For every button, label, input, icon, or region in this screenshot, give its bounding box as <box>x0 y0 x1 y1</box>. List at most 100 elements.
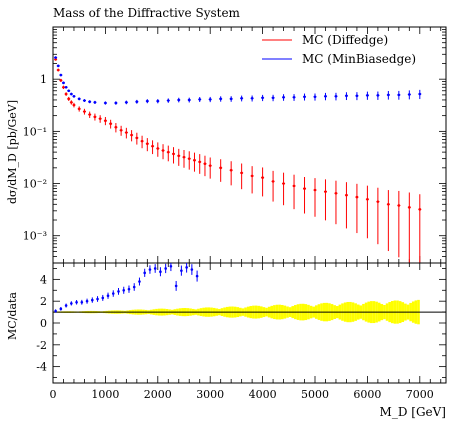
point <box>240 171 243 175</box>
point <box>83 110 86 113</box>
point <box>70 92 73 96</box>
point <box>408 206 411 209</box>
y-tick-label-main: 10⁻² <box>23 178 47 191</box>
series-diffedge <box>54 58 422 263</box>
ratio-plot-frame <box>52 262 447 384</box>
point <box>77 107 81 111</box>
point <box>366 94 369 97</box>
y-tick-label-ratio: 0 <box>40 317 47 330</box>
point <box>109 122 112 126</box>
point <box>208 98 212 101</box>
point <box>70 101 73 104</box>
point <box>166 99 170 102</box>
ratio-point <box>138 280 141 283</box>
point <box>130 133 133 137</box>
ratio-point <box>101 296 105 300</box>
ratio-point <box>148 268 152 271</box>
ratio-plot-area: 0 1000 2000 3000 4000 5000 6000 7000 -4 -2 0 2 4 <box>36 262 447 401</box>
point <box>387 93 390 97</box>
point <box>408 93 411 96</box>
ratio-point <box>70 302 73 305</box>
point <box>418 92 422 96</box>
point <box>62 81 65 85</box>
point <box>271 180 275 183</box>
point <box>54 58 57 61</box>
ratio-point <box>117 290 120 293</box>
point <box>59 73 63 77</box>
y-tick-label-main: 10⁻¹ <box>23 125 47 138</box>
point <box>161 149 165 152</box>
ratio-point <box>185 266 188 269</box>
point <box>282 95 285 99</box>
y-axis-label-main: dσ/dM_D [pb/GeV] <box>6 100 19 204</box>
x-tick-label: 5000 <box>301 388 329 401</box>
point <box>261 96 264 100</box>
y-tick-label-main: 10⁻³ <box>23 230 47 243</box>
point <box>376 94 380 97</box>
ratio-point <box>54 309 57 313</box>
point <box>135 100 139 104</box>
x-tick-label: 3000 <box>196 388 224 401</box>
point <box>182 155 186 159</box>
point <box>56 68 60 72</box>
point <box>198 98 202 101</box>
legend-minbiasedge-label: MC (MinBiasedge) <box>302 52 416 66</box>
point <box>135 136 139 140</box>
point <box>324 190 327 193</box>
point <box>72 103 76 107</box>
ratio-point <box>80 300 84 304</box>
point <box>334 94 338 98</box>
point <box>67 97 71 101</box>
legend-diffedge-label: MC (Diffedge) <box>302 33 388 47</box>
ratio-point <box>127 287 131 291</box>
x-tick-label: 4000 <box>249 388 277 401</box>
point <box>119 128 123 132</box>
point <box>313 95 317 99</box>
ratio-point <box>153 267 157 270</box>
point <box>125 131 128 134</box>
x-tick-label: 0 <box>50 388 57 401</box>
point <box>59 79 63 82</box>
point <box>229 97 233 101</box>
ratio-point <box>180 269 183 272</box>
point <box>77 97 81 101</box>
y-tick-label-ratio: 2 <box>40 295 47 308</box>
point <box>397 204 401 207</box>
point <box>303 95 306 99</box>
point <box>177 154 181 158</box>
point <box>345 193 348 197</box>
ratio-point <box>190 268 194 271</box>
point <box>282 182 285 185</box>
ratio-point <box>96 297 99 301</box>
y-axis-label-ratio: MC/data <box>6 292 19 340</box>
point <box>146 142 149 146</box>
point <box>98 117 102 120</box>
point <box>64 92 68 96</box>
point <box>64 85 68 89</box>
point <box>156 147 160 150</box>
point <box>166 150 170 154</box>
point <box>172 152 175 156</box>
point <box>88 100 91 104</box>
ratio-point <box>174 284 178 288</box>
point <box>146 99 149 103</box>
ratio-point <box>122 288 126 292</box>
ratio-point <box>59 307 63 311</box>
point <box>292 184 296 188</box>
ratio-point <box>195 274 199 278</box>
ratio-point <box>75 300 78 304</box>
point <box>355 195 359 199</box>
point <box>203 162 207 165</box>
point <box>324 94 327 98</box>
point <box>208 164 212 167</box>
point <box>219 97 222 101</box>
point <box>261 176 264 179</box>
point <box>114 101 118 105</box>
x-tick-label: 6000 <box>353 388 381 401</box>
ratio-point <box>111 292 115 295</box>
point <box>187 98 191 102</box>
y-tick-label-ratio: 4 <box>40 273 47 286</box>
point <box>418 208 422 211</box>
point <box>93 115 97 119</box>
